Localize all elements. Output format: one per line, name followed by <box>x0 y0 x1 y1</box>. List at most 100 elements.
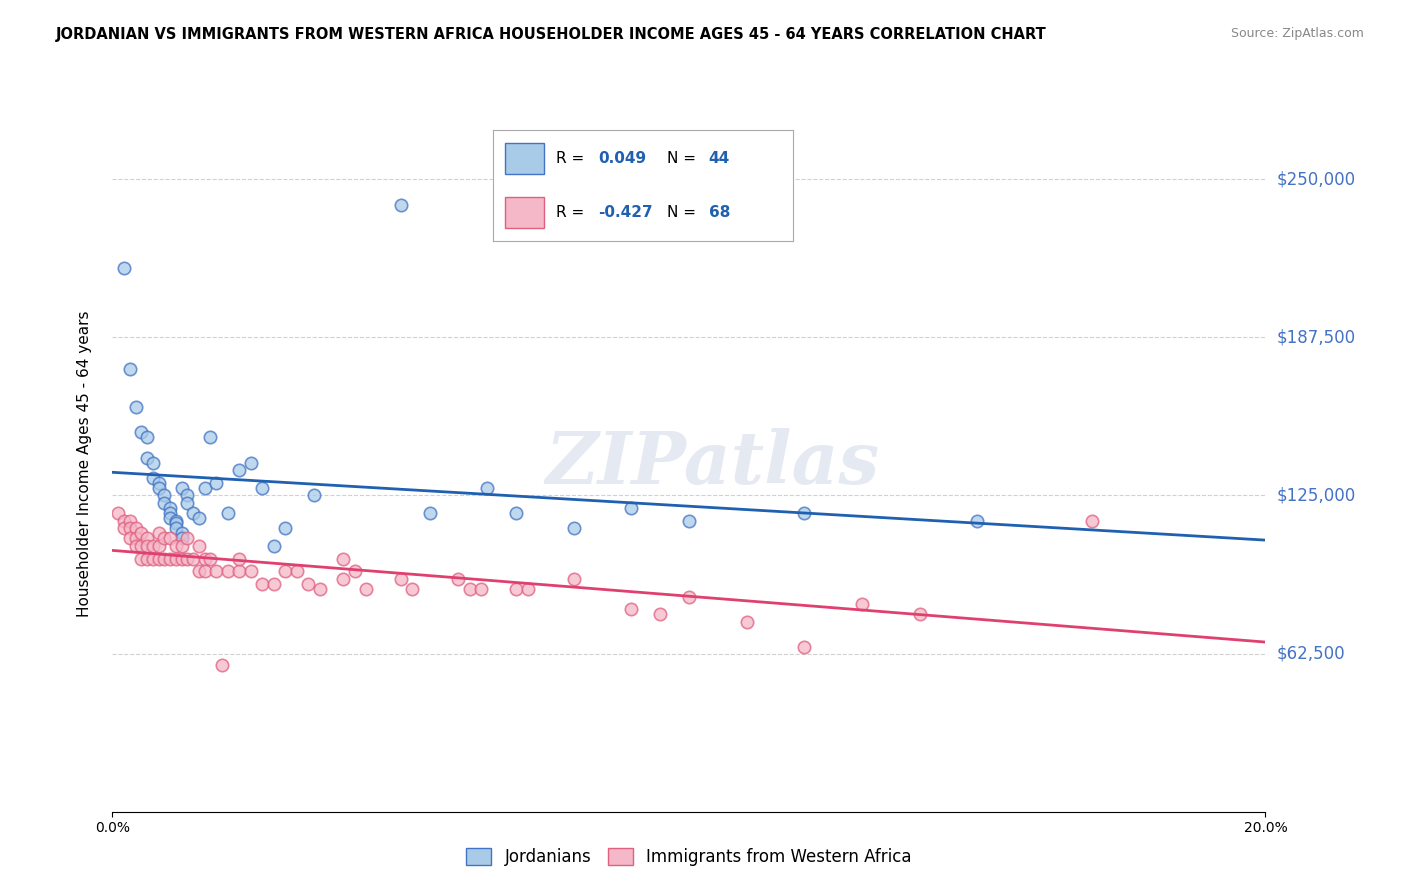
Point <box>205 565 228 579</box>
Point <box>181 551 204 566</box>
Point <box>285 565 308 579</box>
Point <box>159 506 181 520</box>
Point <box>458 582 481 596</box>
Text: $250,000: $250,000 <box>1277 170 1355 188</box>
Text: $125,000: $125,000 <box>1277 486 1355 505</box>
Point <box>107 506 129 520</box>
Point <box>516 582 538 596</box>
Point <box>217 506 239 520</box>
Point <box>505 582 527 596</box>
Point <box>332 572 354 586</box>
Point <box>165 521 187 535</box>
Point <box>170 539 193 553</box>
Point <box>159 551 181 566</box>
Point <box>170 481 193 495</box>
Point <box>239 565 262 579</box>
Point <box>142 551 165 566</box>
Point <box>118 521 141 535</box>
Point <box>966 514 988 528</box>
Point <box>136 430 159 444</box>
Point <box>148 539 170 553</box>
Point <box>475 481 498 495</box>
Point <box>165 539 187 553</box>
Point <box>447 572 470 586</box>
Point <box>165 516 187 531</box>
Point <box>153 496 176 510</box>
Point <box>148 551 170 566</box>
Point <box>153 488 176 502</box>
Text: Source: ZipAtlas.com: Source: ZipAtlas.com <box>1230 27 1364 40</box>
Point <box>343 565 366 579</box>
Point <box>153 551 176 566</box>
Point <box>159 501 181 516</box>
Point <box>129 551 153 566</box>
Point <box>620 501 643 516</box>
Point <box>228 551 250 566</box>
Point <box>228 565 250 579</box>
Point <box>252 577 274 591</box>
Point <box>136 539 159 553</box>
Point <box>176 551 198 566</box>
Point <box>170 532 193 546</box>
Point <box>124 539 146 553</box>
Point <box>118 532 141 546</box>
Legend: Jordanians, Immigrants from Western Africa: Jordanians, Immigrants from Western Afri… <box>460 841 918 873</box>
Point <box>851 597 873 611</box>
Point <box>1081 514 1104 528</box>
Text: $62,500: $62,500 <box>1277 645 1346 663</box>
Point <box>148 475 170 490</box>
Point <box>118 362 141 376</box>
Point <box>793 640 815 655</box>
Point <box>136 532 159 546</box>
Point <box>200 551 222 566</box>
Point <box>124 400 146 414</box>
Point <box>176 532 198 546</box>
Point <box>176 496 198 510</box>
Point <box>263 577 285 591</box>
Point <box>112 260 135 275</box>
Point <box>354 582 377 596</box>
Point <box>170 526 193 541</box>
Point <box>274 521 297 535</box>
Point <box>505 506 527 520</box>
Point <box>678 590 700 604</box>
Point <box>309 582 332 596</box>
Point <box>562 521 585 535</box>
Point <box>112 514 135 528</box>
Point <box>620 602 643 616</box>
Point <box>274 565 297 579</box>
Point <box>176 488 198 502</box>
Point <box>228 463 250 477</box>
Point <box>470 582 492 596</box>
Point <box>908 607 931 622</box>
Point <box>188 565 211 579</box>
Point <box>678 514 700 528</box>
Point <box>263 539 285 553</box>
Point <box>252 481 274 495</box>
Point <box>562 572 585 586</box>
Point <box>735 615 758 629</box>
Point <box>648 607 672 622</box>
Point <box>332 551 354 566</box>
Point <box>389 197 412 211</box>
Point <box>142 539 165 553</box>
Point <box>194 551 217 566</box>
Text: JORDANIAN VS IMMIGRANTS FROM WESTERN AFRICA HOUSEHOLDER INCOME AGES 45 - 64 YEAR: JORDANIAN VS IMMIGRANTS FROM WESTERN AFR… <box>56 27 1047 42</box>
Point <box>304 488 326 502</box>
Point <box>129 425 153 440</box>
Point <box>148 481 170 495</box>
Point <box>159 532 181 546</box>
Point <box>118 514 141 528</box>
Point <box>194 481 217 495</box>
Point <box>297 577 319 591</box>
Point <box>136 551 159 566</box>
Point <box>129 526 153 541</box>
Point <box>165 551 187 566</box>
Point <box>419 506 441 520</box>
Text: $187,500: $187,500 <box>1277 328 1355 346</box>
Point <box>153 532 176 546</box>
Point <box>217 565 239 579</box>
Point <box>389 572 412 586</box>
Point <box>200 430 222 444</box>
Point <box>188 539 211 553</box>
